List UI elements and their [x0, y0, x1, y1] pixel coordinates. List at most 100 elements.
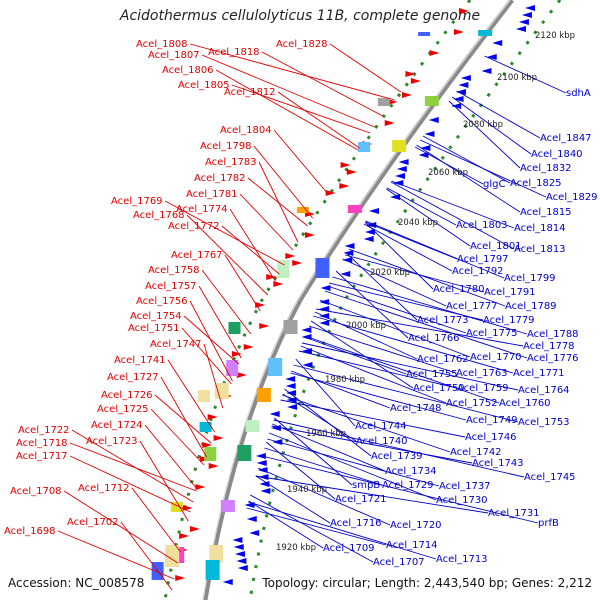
reverse-leader-line [308, 325, 457, 374]
gene-block [170, 502, 183, 512]
forward-gene-label: Acel_1774 [176, 204, 228, 215]
forward-gene-arrow [202, 442, 213, 448]
forward-gene-arrow [259, 323, 270, 329]
reverse-gene-arrow [260, 488, 271, 494]
reverse-leader-line [416, 144, 521, 213]
reverse-leader-line [365, 220, 505, 279]
reverse-gene-label: Acel_1748 [390, 403, 442, 414]
forward-gene-label: Acel_1772 [168, 221, 220, 232]
reverse-gene-label: Acel_1730 [436, 495, 488, 506]
reverse-gene-label: Acel_1750 [413, 383, 465, 394]
forward-gene-arrow [195, 484, 206, 490]
reverse-leader-line [282, 393, 357, 442]
reverse-gene-label: Acel_1779 [483, 315, 535, 326]
gene-block [245, 420, 260, 432]
forward-gene-arrow [405, 71, 416, 77]
reverse-gene-arrow [235, 551, 246, 557]
reverse-leader-line [332, 276, 528, 335]
reverse-leader-line [304, 336, 407, 375]
reverse-leader-line [261, 455, 539, 524]
kbp-tick-label: 1920 kbp [276, 543, 316, 553]
reverse-leader-line [301, 342, 519, 391]
reverse-gene-label: Acel_1739 [371, 451, 423, 462]
forward-gene-label: Acel_1712 [78, 483, 130, 494]
forward-leader-line [201, 269, 252, 335]
forward-leader-line [120, 521, 173, 591]
reverse-gene-label: Acel_1773 [417, 315, 469, 326]
reverse-gene-label: Acel_1832 [520, 163, 572, 174]
forward-leader-line [167, 359, 215, 433]
forward-gene-label: Acel_1698 [4, 526, 56, 537]
gene-block [214, 383, 229, 399]
reverse-leader-line [293, 364, 519, 423]
reverse-gene-label: Acel_1714 [386, 540, 438, 551]
reverse-gene-arrow [458, 82, 469, 88]
forward-leader-line [71, 429, 194, 503]
reverse-leader-line [300, 345, 447, 404]
reverse-gene-arrow [363, 236, 374, 242]
forward-gene-label: Acel_1768 [133, 210, 185, 221]
forward-leader-line [189, 43, 395, 101]
forward-gene-arrow [458, 8, 469, 14]
gene-block [296, 207, 309, 213]
reverse-gene-label: Acel_1788 [527, 329, 579, 340]
reverse-leader-line [310, 320, 414, 389]
forward-gene-label: Acel_1758 [148, 265, 200, 276]
reverse-gene-label: Acel_1797 [457, 254, 509, 265]
reverse-gene-arrow [237, 565, 248, 571]
reverse-gene-label: Acel_1775 [466, 328, 518, 339]
forward-gene-label: Acel_1828 [276, 39, 328, 50]
forward-leader-line [131, 487, 181, 553]
reverse-gene-arrow [343, 250, 354, 256]
reverse-gene-arrow [455, 89, 466, 95]
forward-leader-line [189, 300, 233, 382]
reverse-gene-arrow [369, 208, 380, 214]
reverse-gene-arrow [302, 362, 313, 368]
gene-block [283, 320, 298, 334]
reverse-gene-label: Acel_1742 [450, 447, 502, 458]
forward-gene-arrow [243, 344, 254, 350]
forward-gene-label: Acel_1798 [200, 141, 252, 152]
kbp-tick-label: 2000 kbp [346, 321, 386, 331]
reverse-gene-arrow [236, 558, 247, 564]
forward-gene-label: Acel_1805 [178, 80, 230, 91]
reverse-leader-line [295, 358, 356, 427]
feature-track [151, 5, 535, 585]
forward-gene-label: Acel_1727 [107, 372, 159, 383]
gene-block [347, 205, 362, 213]
reverse-gene-label: Acel_1780 [433, 284, 485, 295]
reverse-gene-label: Acel_1740 [356, 436, 408, 447]
reverse-leader-line [342, 258, 447, 307]
kbp-tick-label: 1980 kbp [325, 375, 365, 385]
label-leaders [57, 43, 567, 591]
forward-gene-label: Acel_1723 [86, 436, 138, 447]
forward-leader-line [63, 490, 179, 564]
reverse-gene-arrow [521, 12, 532, 18]
reverse-gene-label: glgC [483, 179, 505, 190]
reverse-gene-label: prfB [538, 518, 559, 529]
reverse-gene-label: Acel_1847 [540, 133, 592, 144]
reverse-gene-label: Acel_1815 [520, 207, 572, 218]
forward-gene-label: Acel_1818 [208, 47, 260, 58]
forward-gene-label: Acel_1812 [224, 87, 276, 98]
outer-tick-track [163, 0, 472, 600]
forward-gene-arrow [387, 99, 398, 105]
reverse-leader-line [448, 100, 521, 169]
forward-gene-label: Acel_1804 [220, 125, 272, 136]
reverse-leader-line [264, 447, 383, 486]
reverse-gene-label: Acel_1753 [518, 417, 570, 428]
forward-gene-arrow [236, 372, 247, 378]
reverse-gene-arrow [366, 222, 377, 228]
reverse-leader-line [250, 494, 374, 563]
gene-block [226, 360, 239, 376]
reverse-gene-label: Acel_1745 [524, 472, 576, 483]
forward-gene-arrow [340, 162, 351, 168]
forward-leader-line [247, 177, 308, 227]
reverse-gene-arrow [233, 544, 244, 550]
gene-block [256, 388, 271, 402]
reverse-leader-line [386, 188, 471, 247]
forward-gene-arrow [273, 281, 284, 287]
reverse-gene-arrow [255, 453, 266, 459]
reverse-gene-label: Acel_1721 [335, 494, 387, 505]
reverse-gene-arrow [301, 327, 312, 333]
